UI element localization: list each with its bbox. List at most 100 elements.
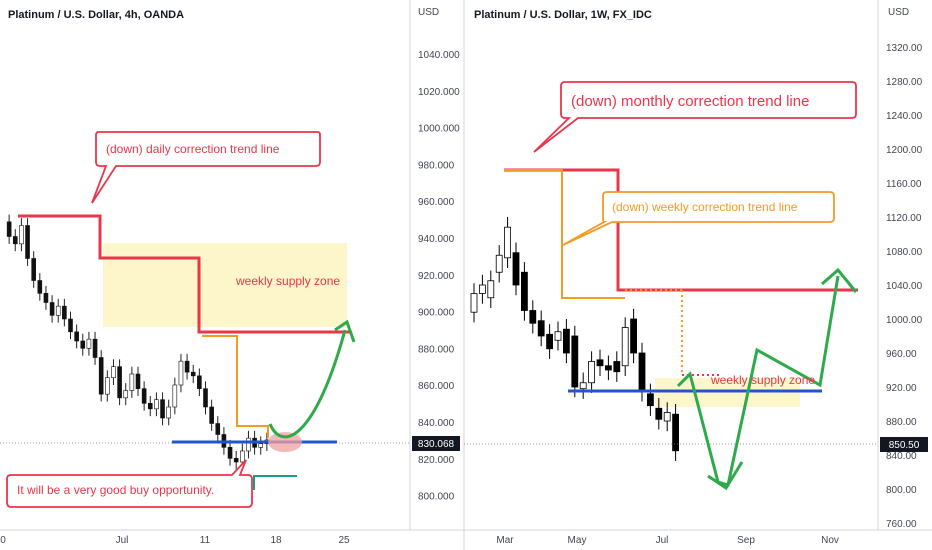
right-y-tick: 1000.00: [886, 315, 923, 326]
right-x-tick: Mar: [496, 535, 514, 546]
left-candle-body: [135, 373, 141, 389]
left-candle-body: [49, 302, 55, 316]
right-y-tick: 840.00: [886, 451, 917, 462]
right-candle-body: [554, 331, 562, 341]
right-candle-body: [529, 310, 537, 324]
right-candle-body: [504, 226, 512, 259]
left-daily-trend-callout-bubble: [91, 131, 321, 204]
left-y-tick: 940.000: [418, 234, 455, 245]
left-candle-body: [215, 423, 221, 435]
right-y-tick: 920.00: [886, 383, 917, 394]
right-candle-body: [672, 413, 679, 452]
right-candle-body: [655, 407, 663, 420]
left-candle-body: [147, 403, 153, 410]
right-time-axis: Mar May Jul Sep Nov: [496, 535, 839, 546]
left-y-tick: 820.000: [418, 455, 455, 466]
left-candle-body: [227, 447, 233, 459]
left-y-tick: 920.000: [418, 271, 455, 282]
right-weekly-trend-callout: (down) weekly correction trend line: [612, 200, 798, 214]
left-daily-trend-callout: (down) daily correction trend line: [106, 142, 280, 156]
left-candle-body: [203, 388, 208, 408]
right-candle-body: [521, 271, 528, 311]
right-weekly-trend-line: [504, 169, 625, 299]
right-candle-body: [546, 333, 553, 350]
left-candle-body: [197, 375, 202, 389]
left-y-tick: 880.000: [418, 344, 455, 355]
right-candle-body: [579, 382, 587, 390]
right-candle-body: [571, 335, 579, 388]
left-buy-callout: It will be a very good buy opportunity.: [17, 483, 214, 497]
right-candle-body: [495, 254, 503, 273]
right-x-tick: Sep: [737, 535, 755, 546]
right-candle-body: [638, 352, 646, 392]
left-y-tick: 840.000: [418, 418, 455, 429]
left-y-tick: 860.000: [418, 381, 455, 392]
right-candle-body: [596, 359, 604, 367]
right-last-price-badge: [880, 437, 928, 452]
right-last-price-label: 850.50: [889, 440, 920, 451]
left-daily-trend-line: [18, 214, 350, 334]
left-candle-body: [160, 399, 165, 419]
left-y-tick: 1020.000: [418, 87, 460, 98]
left-candle-body: [117, 366, 122, 399]
right-candles: [470, 217, 679, 461]
left-candle-body: [141, 388, 147, 404]
left-buy-callout-bubble: [6, 459, 253, 508]
left-y-tick: 800.000: [418, 492, 455, 503]
left-price-axis: 1040.000 1020.000 1000.000 980.000 960.000 94…: [418, 50, 460, 503]
right-x-tick: Jul: [656, 535, 669, 546]
left-arrowhead: [334, 319, 356, 343]
right-candle-body: [470, 293, 478, 313]
right-candle-body: [663, 412, 671, 422]
right-candle-body: [647, 393, 654, 407]
left-candle-body: [31, 258, 36, 281]
right-monthly-trend-callout-bubble: [533, 81, 857, 153]
left-candle-body: [166, 406, 171, 419]
left-y-tick: 900.000: [418, 308, 455, 319]
left-candle-body: [184, 360, 190, 373]
left-candle-body: [246, 437, 251, 452]
left-y-tick: 960.000: [418, 197, 455, 208]
left-candle-body: [233, 458, 239, 463]
left-projection-arrow: [268, 329, 347, 439]
right-candle-body: [630, 318, 637, 354]
left-candle-body: [172, 384, 178, 408]
right-candle-body: [621, 327, 629, 367]
right-y-tick: 1160.00: [886, 179, 922, 190]
right-candle-body: [588, 361, 595, 384]
right-candle-body: [613, 361, 621, 373]
right-y-tick: 1280.00: [886, 77, 923, 88]
right-y-tick: 1240.00: [886, 111, 923, 122]
left-orange-line: [202, 335, 269, 438]
left-x-tick: 0: [0, 535, 6, 546]
left-candle-body: [74, 331, 79, 342]
right-candle-body: [537, 320, 545, 337]
left-buy-zone-marker: [268, 432, 302, 452]
right-candle-body: [478, 284, 486, 294]
left-candle-body: [178, 360, 184, 386]
right-arrowhead-bottom: [707, 461, 744, 491]
right-currency-label: USD: [888, 7, 909, 18]
left-x-tick: 18: [270, 535, 282, 546]
left-candle-body: [209, 406, 214, 424]
right-x-tick: May: [568, 535, 587, 546]
left-candle-body: [19, 225, 24, 245]
right-x-tick: Nov: [821, 535, 839, 546]
left-candle-body: [240, 450, 245, 463]
right-supply-zone-label: weekly supply zone: [710, 373, 815, 387]
right-y-tick: 1040.00: [886, 281, 923, 292]
right-candle-body: [605, 365, 612, 371]
right-price-axis: 1320.00 1280.00 1240.00 1200.00 1160.00 1120.…: [886, 43, 923, 530]
left-candle-body: [25, 225, 30, 259]
right-arrowhead-top: [821, 267, 858, 293]
left-time-axis: 0 Jul 11 18 25: [0, 535, 350, 546]
left-currency-label: USD: [418, 7, 439, 18]
right-y-tick: 1200.00: [886, 145, 923, 156]
left-y-tick: 1040.000: [418, 50, 460, 61]
left-last-price-badge: [412, 436, 460, 451]
left-candle-body: [12, 236, 18, 245]
left-candle-body: [154, 399, 159, 410]
left-candle-body: [123, 390, 129, 399]
left-candle-body: [111, 366, 116, 378]
